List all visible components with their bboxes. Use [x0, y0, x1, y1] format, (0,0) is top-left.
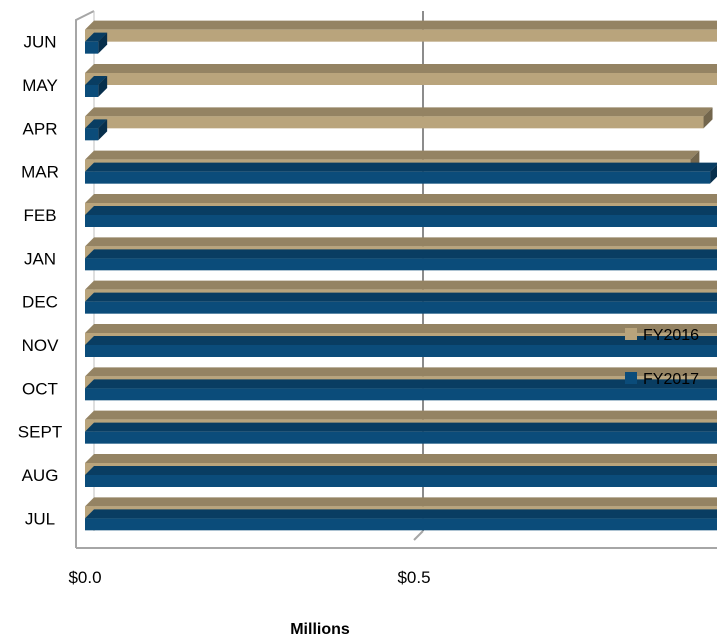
- bar-top-face: [85, 336, 717, 345]
- category-label: JAN: [24, 249, 56, 268]
- bar-top-face: [85, 379, 717, 389]
- bar-top-face: [85, 249, 717, 259]
- bar-top-face: [85, 509, 717, 519]
- bar-front-face: [85, 73, 717, 85]
- category-label: OCT: [22, 379, 58, 398]
- bar-fy2017-mar: [85, 162, 717, 184]
- category-label: NOV: [22, 336, 60, 355]
- bar-side-face: [98, 119, 108, 141]
- bar-fy2017-jan: [85, 249, 717, 271]
- category-labels: JUL AUG SEPT OCT NOV DEC JAN FEB MAR APR MAY JUN: [18, 33, 62, 529]
- bar-fy2016-may: [85, 64, 717, 85]
- bar-fy2017-sept: [85, 422, 717, 444]
- category-label: APR: [23, 119, 58, 138]
- bar-front-face: [85, 301, 717, 314]
- bar-fy2017-apr: [85, 119, 108, 141]
- floor-edge: [76, 547, 717, 549]
- bar-fy2017-nov: [85, 336, 717, 357]
- bar-top-face: [85, 454, 717, 463]
- x-axis-title: Millions: [290, 621, 350, 638]
- bars-layer: [85, 20, 717, 531]
- x-tick-labels: $0.0$0.5$1.0$1.5: [68, 568, 430, 587]
- bar-front-face: [85, 431, 717, 444]
- category-label: MAY: [22, 76, 58, 95]
- legend: FY2016 FY2017: [625, 327, 699, 388]
- bar-fy2017-jun: [85, 32, 108, 54]
- gridlines: [413, 11, 424, 541]
- category-label: JUL: [25, 509, 55, 528]
- bar-top-face: [85, 324, 717, 333]
- bar-top-face: [85, 206, 717, 215]
- x-tick-label: $0.0: [68, 568, 101, 587]
- legend-swatch-fy2017: [625, 372, 637, 384]
- bar-top-face: [85, 194, 717, 203]
- x-tick-label: $0.5: [397, 568, 430, 587]
- bar-top-face: [85, 64, 717, 73]
- bar-top-face: [85, 119, 108, 129]
- bar-side-face: [703, 107, 713, 129]
- bar-top-face: [85, 292, 717, 302]
- bar-front-face: [85, 128, 99, 141]
- legend-label-fy2017: FY2017: [643, 371, 699, 388]
- bar-fy2017-aug: [85, 466, 717, 487]
- legend-swatch-fy2016: [625, 328, 637, 340]
- bar-fy2016-jun: [85, 20, 717, 42]
- bar-top-face: [85, 162, 717, 172]
- bar-top-face: [85, 280, 717, 290]
- bar-front-face: [85, 345, 717, 357]
- category-label: SEPT: [18, 423, 62, 442]
- bar-side-face: [98, 32, 108, 54]
- category-label: AUG: [22, 466, 59, 485]
- gridline-floor: [413, 530, 424, 541]
- bar-front-face: [85, 258, 717, 271]
- bar-front-face: [85, 475, 717, 487]
- category-label: MAR: [21, 163, 59, 182]
- bar-fy2017-jul: [85, 509, 717, 531]
- category-label: FEB: [23, 206, 56, 225]
- category-label: JUN: [23, 33, 56, 52]
- bar-side-face: [710, 164, 717, 184]
- bar-fy2017-dec: [85, 292, 717, 314]
- bar-top-face: [85, 367, 717, 377]
- bar-top-face: [85, 32, 108, 42]
- bar-fy2016-apr: [85, 107, 713, 129]
- bar-top-face: [85, 76, 108, 85]
- bar-front-face: [85, 85, 99, 97]
- bar-front-face: [85, 41, 99, 54]
- bar-front-face: [85, 171, 711, 184]
- bar-front-face: [85, 116, 704, 129]
- bar-top-face: [85, 497, 717, 507]
- bar-fy2017-oct: [85, 379, 717, 401]
- bar-side-face: [98, 76, 108, 97]
- bar-front-face: [85, 29, 717, 42]
- bar-front-face: [85, 388, 717, 401]
- bar-top-face: [85, 20, 717, 30]
- side-wall: [75, 10, 95, 548]
- bar-fy2017-may: [85, 76, 108, 97]
- plot-walls: [75, 10, 717, 549]
- category-label: DEC: [22, 293, 58, 312]
- bar-front-face: [85, 215, 717, 227]
- bar-top-face: [85, 237, 717, 247]
- bar-top-face: [85, 150, 700, 160]
- bar-fy2017-feb: [85, 206, 717, 227]
- bar-top-face: [85, 466, 717, 475]
- bar-top-face: [85, 107, 713, 117]
- legend-label-fy2016: FY2016: [643, 327, 699, 344]
- bar-top-face: [85, 410, 717, 420]
- bar-top-face: [85, 422, 717, 432]
- bar-front-face: [85, 518, 717, 531]
